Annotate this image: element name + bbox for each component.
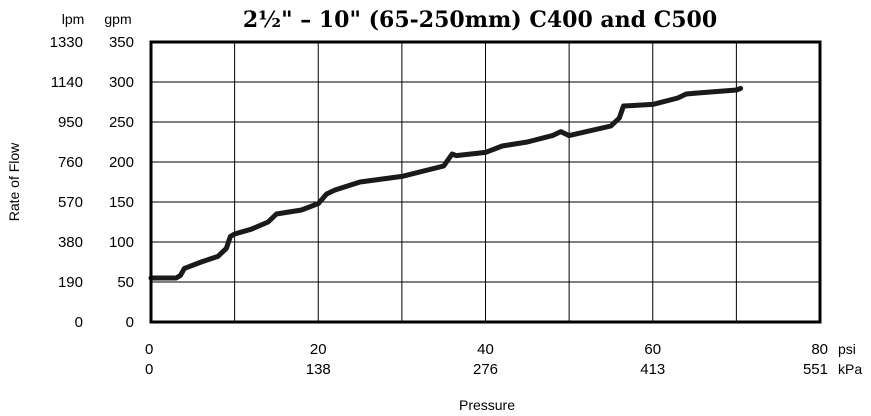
y-tick-labels: 0 0 50 190 100 380 150 570 200 760 250 950 300 1140 35…	[50, 34, 134, 331]
y-tick-label-lpm: 950	[58, 114, 83, 131]
y-tick-label-lpm: 380	[58, 234, 83, 251]
y-tick-label-gpm: 200	[109, 154, 134, 171]
x-tick-label-kpa: 551	[803, 361, 828, 378]
y-tick-label-gpm: 50	[117, 274, 134, 291]
y-tick-label-gpm: 100	[109, 234, 134, 251]
x-tick-label-psi: 0	[145, 341, 153, 358]
x-tick-label-kpa: 0	[145, 361, 153, 378]
y-tick-label-gpm: 0	[126, 314, 134, 331]
x-tick-label-psi: 20	[310, 341, 327, 358]
x-unit-kpa: kPa	[838, 361, 862, 377]
y-tick-label-lpm: 0	[75, 314, 83, 331]
x-tick-label-psi: 60	[644, 341, 661, 358]
y-tick-label-lpm: 570	[58, 194, 83, 211]
flow-curve-line	[148, 85, 744, 281]
y-tick-label-gpm: 250	[109, 114, 134, 131]
y-tick-label-lpm: 1330	[50, 34, 83, 51]
y-tick-label-gpm: 150	[109, 194, 134, 211]
y-tick-label-lpm: 1140	[51, 74, 83, 91]
x-unit-psi: psi	[838, 341, 856, 357]
y-axis-label: Rate of Flow	[6, 142, 22, 221]
y-unit-lpm: lpm	[62, 11, 85, 27]
x-axis-label: Pressure	[459, 397, 515, 413]
grid	[151, 42, 820, 322]
x-tick-label-kpa: 138	[306, 361, 331, 378]
x-tick-label-kpa: 413	[640, 361, 665, 378]
x-tick-label-psi: 80	[811, 341, 828, 358]
y-tick-label-gpm: 300	[109, 74, 134, 91]
x-tick-label-kpa: 276	[473, 361, 498, 378]
plot-frame	[149, 40, 822, 324]
y-tick-label-gpm: 350	[109, 34, 134, 51]
x-tick-label-psi: 40	[477, 341, 494, 358]
y-unit-gpm: gpm	[104, 11, 131, 27]
flow-curve-layer	[148, 85, 744, 281]
y-tick-label-lpm: 760	[58, 154, 83, 171]
x-tick-labels: 0 0 20 138 40 276 60 413 80 551	[145, 341, 828, 378]
y-tick-label-lpm: 190	[58, 274, 83, 291]
chart-title: 2½" – 10" (65-250mm) C400 and C500	[243, 7, 717, 33]
